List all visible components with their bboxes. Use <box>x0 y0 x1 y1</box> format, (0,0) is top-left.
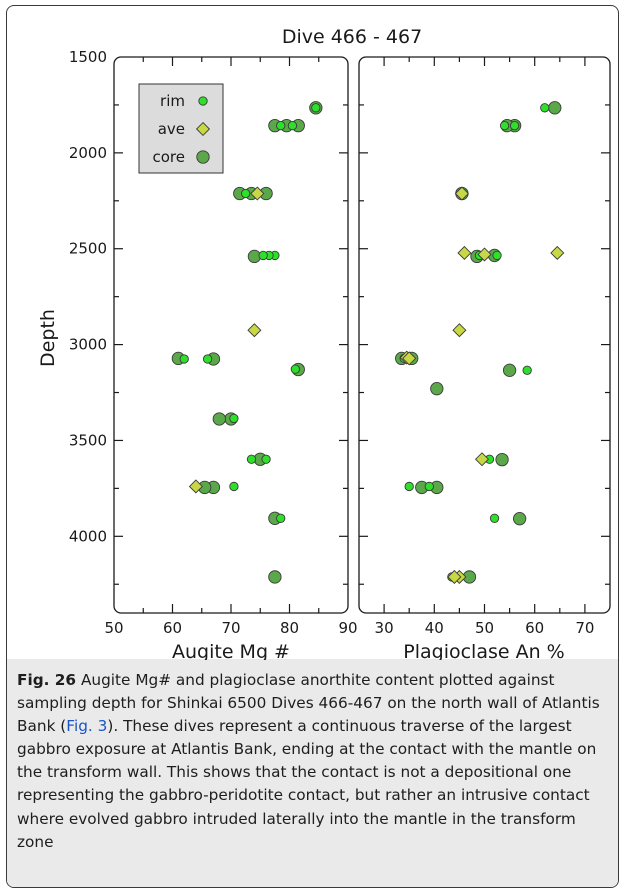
legend: rim ave core <box>138 83 224 174</box>
plagioclase-panel: 30 40 50 60 70 Plagioclase An % <box>358 56 611 660</box>
rim-point <box>261 454 271 464</box>
plagioclase-x-axis-label: Plagioclase An % <box>403 641 564 660</box>
rim-point <box>499 120 510 131</box>
ave-point <box>457 245 472 260</box>
ave-point <box>447 569 462 584</box>
rim-point <box>492 250 502 261</box>
rim-point <box>276 513 286 523</box>
augite-x-axis-label: Augite Mg # <box>172 641 290 660</box>
rim-point <box>202 354 213 364</box>
ave-point <box>454 186 469 201</box>
ave-point <box>250 186 265 201</box>
core-point <box>502 363 517 377</box>
core-point <box>548 101 562 115</box>
rim-point <box>179 354 189 364</box>
rim-point <box>287 120 298 131</box>
rim-point <box>246 454 257 464</box>
rim-point <box>229 413 239 424</box>
rim-point <box>404 481 414 492</box>
x-tick-label: 60 <box>525 619 544 637</box>
augite-ticks: 50 60 70 80 90 1500 2000 2500 3000 3500 4000 <box>69 48 358 637</box>
core-point <box>512 512 527 526</box>
legend-label-core: core <box>153 148 186 166</box>
ave-point <box>474 452 490 467</box>
legend-marker-rim <box>198 96 208 106</box>
ave-point <box>402 351 417 366</box>
ave-point <box>550 245 565 260</box>
augite-panel: 50 60 70 80 90 1500 2000 2500 3000 3500 4000 Augit… <box>69 48 358 660</box>
rim-point <box>276 120 286 131</box>
rim-point <box>311 103 321 113</box>
x-tick-label: 60 <box>163 619 182 637</box>
rim-point <box>240 188 251 199</box>
rim-point <box>290 364 300 374</box>
legend-label-ave: ave <box>158 120 185 138</box>
legend-marker-ave <box>195 121 211 137</box>
x-tick-label: 30 <box>375 619 394 637</box>
ave-point <box>247 323 262 338</box>
rim-point <box>540 103 550 113</box>
x-tick-label: 90 <box>338 619 357 637</box>
core-point <box>212 412 226 426</box>
augite-data-points <box>171 101 323 584</box>
plagioclase-panel-frame <box>358 56 611 614</box>
ave-point <box>452 323 467 338</box>
rim-point <box>424 481 434 492</box>
plagioclase-ticks: 30 40 50 60 70 <box>359 57 610 637</box>
y-tick-label: 1500 <box>69 48 107 66</box>
rim-point <box>229 481 239 492</box>
core-point <box>268 570 282 584</box>
x-tick-label: 50 <box>475 619 494 637</box>
y-axis-label: Depth <box>37 309 59 367</box>
x-tick-label: 40 <box>425 619 444 637</box>
x-tick-label: 70 <box>575 619 594 637</box>
x-tick-label: 80 <box>280 619 299 637</box>
caption-text-1: Augite Mg# and plagioclase anorthite con… <box>17 671 600 736</box>
figure-caption: Fig. 26 Augite Mg# and plagioclase anort… <box>17 669 612 854</box>
y-tick-label: 4000 <box>69 527 107 545</box>
legend-label-rim: rim <box>160 92 185 110</box>
ave-point <box>477 247 492 262</box>
chart-title: Dive 466 - 467 <box>282 26 422 48</box>
y-tick-label: 3500 <box>69 431 107 449</box>
rim-point <box>258 250 268 261</box>
core-point <box>430 382 444 396</box>
caption-background <box>7 659 618 887</box>
legend-marker-core <box>196 150 210 164</box>
core-point <box>495 452 509 467</box>
rim-point <box>509 120 520 131</box>
rim-point <box>522 365 532 375</box>
figure-frame <box>6 5 619 888</box>
caption-text-2: ). These dives represent a continuous tr… <box>17 717 597 851</box>
rim-point <box>489 513 500 523</box>
y-tick-label: 2000 <box>69 144 107 162</box>
y-tick-label: 3000 <box>69 336 107 354</box>
y-tick-label: 2500 <box>69 240 107 258</box>
ave-point <box>188 479 203 494</box>
figure-label: Fig. 26 <box>17 671 77 689</box>
x-tick-label: 50 <box>104 619 123 637</box>
plagioclase-data-points <box>395 101 565 584</box>
figure-reference-link[interactable]: Fig. 3 <box>66 717 108 736</box>
depth-profile-chart: Dive 466 - 467 Depth 50 60 70 80 90 1500 2000 2… <box>37 26 611 660</box>
x-tick-label: 70 <box>221 619 240 637</box>
